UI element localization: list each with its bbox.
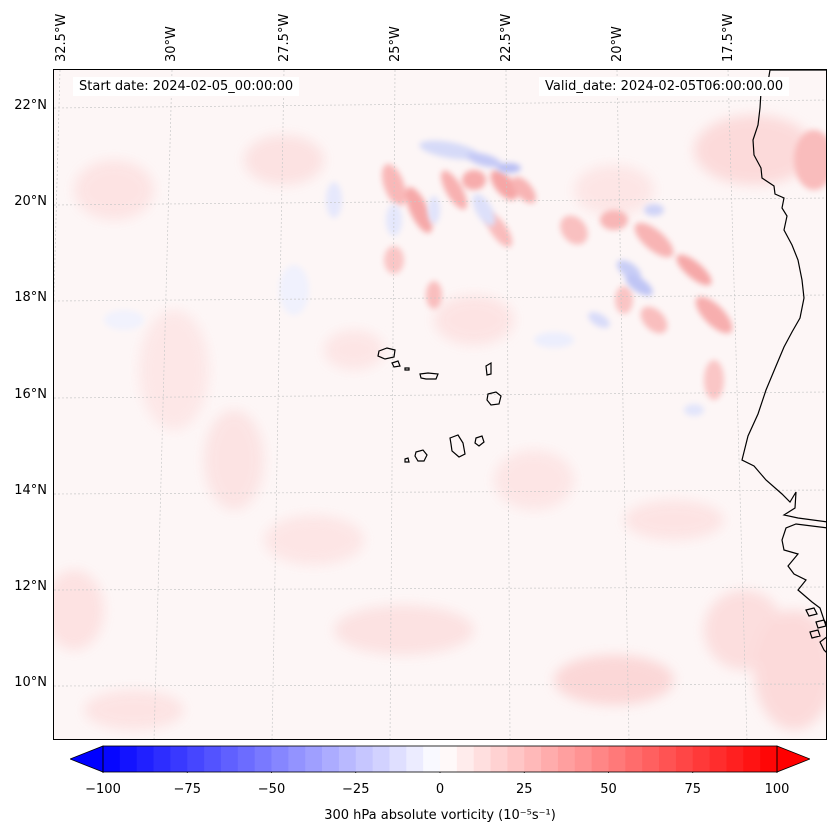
colorbar-tick-label: 75 xyxy=(684,782,702,797)
colorbar-cell xyxy=(625,746,643,772)
colorbar-svg xyxy=(68,745,812,776)
colorbar-cell xyxy=(389,746,407,772)
island-brava xyxy=(404,457,410,463)
colorbar-cell xyxy=(322,746,340,772)
lat-label-10n: 10°N xyxy=(14,675,47,690)
colorbar-cell xyxy=(153,746,171,772)
colorbar-tick-label: 25 xyxy=(515,782,533,797)
lat-label-14n: 14°N xyxy=(14,483,47,498)
colorbar-cell xyxy=(440,746,458,772)
colorbar-cell xyxy=(204,746,222,772)
valid-date-label: Valid_date: 2024-02-05T06:00:00.00 xyxy=(539,77,790,96)
colorbar-cell xyxy=(709,746,728,772)
colorbar-cell xyxy=(541,746,559,772)
lat-label-22n: 22°N xyxy=(14,98,47,113)
colorbar-cell xyxy=(490,746,508,772)
island-sal xyxy=(485,361,492,376)
colorbar-cell xyxy=(473,746,492,772)
lat-label-12n: 12°N xyxy=(14,579,47,594)
island-sao-nicolau xyxy=(419,372,439,380)
island-sao-vicente xyxy=(391,360,401,368)
colorbar-tick-label: 0 xyxy=(435,782,445,797)
colorbar-cell xyxy=(557,746,576,772)
colorbar-cell xyxy=(220,746,239,772)
colorbar xyxy=(68,745,812,776)
colorbar-cell xyxy=(271,746,289,772)
colorbar-cell xyxy=(456,746,475,772)
coast-gambia-guinea-bissau xyxy=(781,523,826,625)
vorticity-field-positive xyxy=(54,115,826,730)
colorbar-cell xyxy=(254,746,273,772)
colorbar-tick-label: −100 xyxy=(85,782,121,797)
lat-label-20n: 20°N xyxy=(14,194,47,209)
colorbar-tick-label: 100 xyxy=(764,782,790,797)
vorticity-field-negative xyxy=(104,140,704,416)
colorbar-cell xyxy=(237,746,256,772)
island-boa-vista xyxy=(486,391,502,406)
lon-label-27-5w: 27.5°W xyxy=(277,13,292,62)
colorbar-cell xyxy=(305,746,323,772)
colorbar-tick-label: −25 xyxy=(342,782,370,797)
vorticity-wave-train xyxy=(381,130,826,400)
bissagos-islands xyxy=(805,607,826,639)
lon-label-20w: 20°W xyxy=(610,26,625,62)
lon-label-30w: 30°W xyxy=(164,26,179,62)
coast-guinea xyxy=(819,636,826,653)
west-africa-coastline xyxy=(741,70,826,653)
colorbar-cell xyxy=(743,746,761,772)
colorbar-tick-label: 50 xyxy=(600,782,617,797)
lon-label-22-5w: 22.5°W xyxy=(499,13,514,62)
cape-verde-islands xyxy=(377,347,502,463)
colorbar-cell xyxy=(170,746,188,772)
graticule xyxy=(54,70,826,739)
colorbar-cell xyxy=(355,746,374,772)
colorbar-cell xyxy=(338,746,357,772)
colorbar-cell xyxy=(187,746,205,772)
colorbar-cell xyxy=(574,746,593,772)
colorbar-cell xyxy=(726,746,744,772)
colorbar-cell xyxy=(675,746,694,772)
lon-label-25w: 25°W xyxy=(388,26,403,62)
colorbar-cell xyxy=(288,746,306,772)
colorbar-cell xyxy=(103,746,121,772)
island-maio xyxy=(474,435,485,447)
colorbar-tick-label: −50 xyxy=(257,782,286,797)
colorbar-cell xyxy=(642,746,660,772)
colorbar-cell xyxy=(524,746,542,772)
lon-label-32-5w: 32.5°W xyxy=(54,13,69,62)
colorbar-cell xyxy=(372,746,391,772)
lat-label-16n: 16°N xyxy=(14,387,47,402)
colorbar-cell xyxy=(136,746,155,772)
vorticity-map xyxy=(53,69,827,740)
map-canvas xyxy=(54,70,826,739)
colorbar-cell xyxy=(406,746,424,772)
colorbar-cell xyxy=(659,746,677,772)
colorbar-extend-high xyxy=(776,745,812,773)
island-santiago xyxy=(449,434,466,458)
colorbar-cell xyxy=(692,746,711,772)
lon-label-17-5w: 17.5°W xyxy=(721,13,736,62)
colorbar-cell xyxy=(760,746,778,772)
coast-mauritania-senegal xyxy=(741,70,826,523)
colorbar-extend-low xyxy=(68,745,104,773)
colorbar-title: 300 hPa absolute vorticity (10⁻⁵s⁻¹) xyxy=(324,808,556,823)
colorbar-cell xyxy=(608,746,626,772)
colorbar-cell xyxy=(423,746,441,772)
colorbar-cell xyxy=(591,746,610,772)
colorbar-tick-label: −75 xyxy=(173,782,201,797)
island-santo-antao xyxy=(377,347,396,360)
start-date-label: Start date: 2024-02-05_00:00:00 xyxy=(73,77,300,96)
lat-label-18n: 18°N xyxy=(14,290,47,305)
colorbar-cell xyxy=(507,746,525,772)
island-santa-luzia xyxy=(404,367,410,371)
island-fogo xyxy=(414,449,428,462)
colorbar-cell xyxy=(119,746,138,772)
